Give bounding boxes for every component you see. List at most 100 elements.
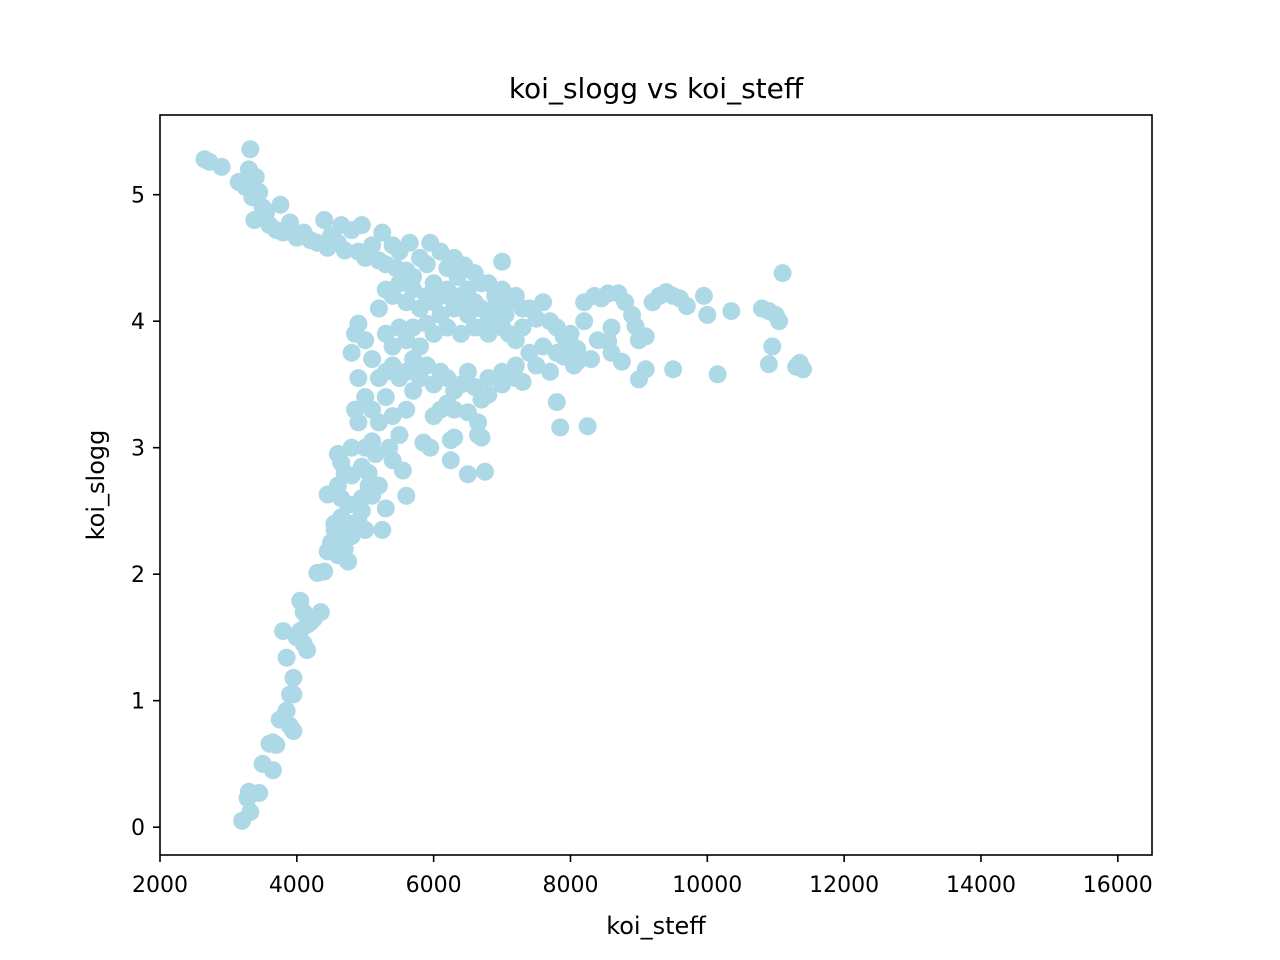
data-point [400, 233, 419, 252]
data-point [547, 343, 566, 362]
data-point [441, 451, 460, 470]
data-point [722, 302, 741, 321]
data-point [352, 216, 371, 235]
data-point [506, 369, 525, 388]
x-tick-label: 8000 [542, 873, 598, 898]
data-point [212, 157, 231, 176]
data-points [195, 140, 813, 830]
data-point [759, 355, 778, 374]
data-point [465, 378, 484, 396]
data-point [376, 388, 395, 407]
data-point [325, 514, 344, 533]
data-point [349, 413, 368, 432]
data-point [438, 318, 457, 337]
y-axis-label: koi_slogg [82, 430, 110, 541]
data-point [404, 350, 423, 369]
data-point [284, 722, 303, 740]
y-tick-label: 0 [131, 816, 145, 841]
data-point [636, 327, 655, 346]
data-point [476, 462, 494, 481]
data-point [366, 445, 385, 463]
data-point [281, 213, 299, 232]
x-tick-label: 6000 [406, 873, 462, 898]
data-point [369, 413, 388, 432]
data-point [458, 465, 477, 484]
data-point [335, 241, 354, 260]
data-point [263, 761, 282, 780]
data-point [380, 438, 399, 457]
data-point [373, 223, 392, 242]
data-point [458, 403, 477, 422]
data-point [773, 264, 792, 283]
data-point [298, 641, 317, 660]
data-point [390, 426, 409, 444]
data-point [417, 356, 436, 375]
data-point [339, 552, 358, 571]
y-tick-label: 2 [131, 563, 145, 588]
data-point [267, 735, 286, 754]
data-point [376, 499, 395, 518]
x-tick-label: 4000 [269, 873, 325, 898]
data-point [308, 563, 327, 582]
data-point [694, 286, 713, 305]
data-point [629, 370, 648, 389]
data-point [363, 350, 382, 369]
data-point [349, 369, 368, 388]
data-point [328, 476, 347, 495]
data-point [383, 407, 402, 426]
data-point [356, 331, 375, 350]
data-point [493, 375, 512, 394]
data-point [479, 369, 498, 388]
x-axis-ticks: 2000 4000 6000 8000 10000 12000 14000 16000 [132, 855, 1153, 898]
data-point [794, 360, 813, 379]
data-point [496, 305, 515, 324]
data-point [770, 312, 789, 331]
data-point [698, 305, 717, 324]
data-point [342, 466, 361, 485]
data-point [271, 195, 290, 214]
y-axis-ticks: 0 1 2 3 4 5 [131, 184, 160, 841]
data-point [397, 400, 416, 419]
data-point [578, 417, 597, 436]
chart-title: koi_slogg vs koi_steff [509, 72, 804, 105]
data-point [547, 393, 566, 412]
data-point [281, 685, 299, 704]
data-point [568, 340, 587, 358]
data-point [582, 350, 600, 369]
data-point [274, 622, 293, 641]
data-point [241, 140, 260, 159]
data-point [452, 324, 470, 343]
x-axis-label: koi_steff [606, 912, 706, 940]
data-point [424, 324, 443, 343]
data-point [588, 331, 607, 350]
data-point [664, 360, 683, 379]
data-point [397, 486, 416, 505]
x-tick-label: 14000 [946, 873, 1016, 898]
data-point [513, 318, 532, 337]
data-point [527, 309, 546, 328]
data-point [506, 356, 525, 375]
data-point [363, 236, 382, 255]
data-point [708, 365, 727, 384]
data-point [472, 428, 491, 447]
data-point [445, 428, 464, 447]
data-point [383, 337, 402, 356]
y-tick-label: 1 [131, 690, 145, 715]
data-point [534, 337, 553, 356]
plot-frame [159, 114, 1153, 856]
data-point [575, 312, 594, 331]
y-tick-label: 5 [131, 184, 145, 209]
data-point [404, 280, 423, 299]
data-point [390, 274, 409, 293]
data-point [315, 211, 334, 229]
data-point [763, 337, 782, 356]
data-point [417, 255, 436, 274]
data-point [493, 362, 512, 381]
x-tick-label: 16000 [1083, 873, 1153, 898]
data-point [677, 297, 696, 315]
data-point [541, 362, 559, 381]
data-point [238, 789, 257, 808]
data-point [458, 362, 477, 381]
